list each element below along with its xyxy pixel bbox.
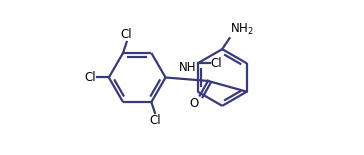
Text: Cl: Cl: [210, 57, 222, 70]
Text: NH: NH: [179, 61, 197, 74]
Text: Cl: Cl: [84, 71, 96, 84]
Text: O: O: [190, 97, 199, 110]
Text: Cl: Cl: [121, 28, 132, 41]
Text: NH$_2$: NH$_2$: [230, 22, 254, 37]
Text: Cl: Cl: [149, 114, 161, 127]
